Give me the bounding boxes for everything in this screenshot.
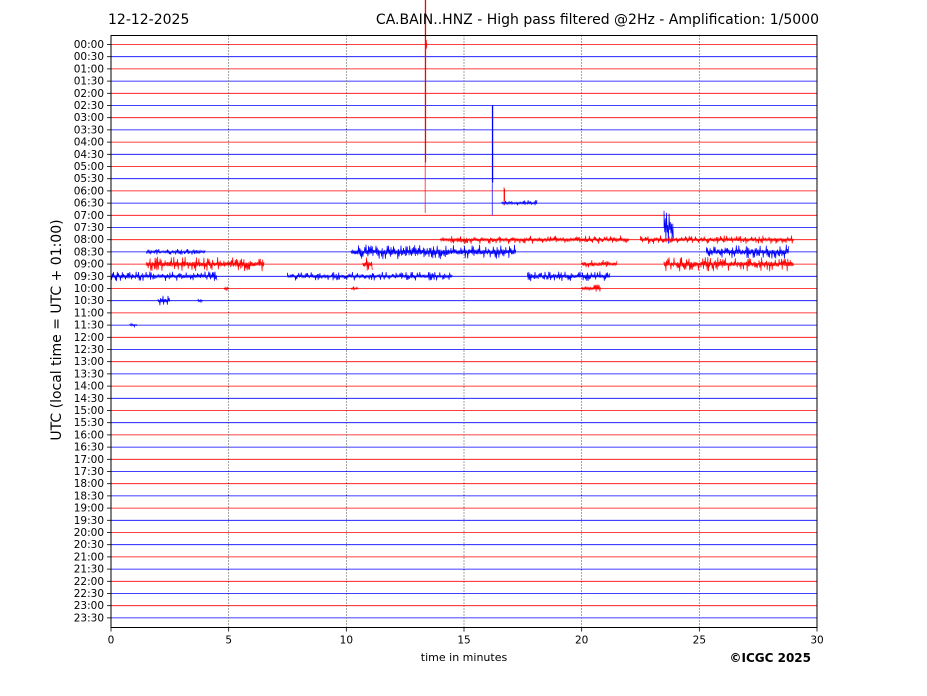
- x-tick-label: 0: [108, 635, 115, 647]
- y-tick-label: 06:00: [74, 185, 104, 197]
- seismic-event-8: [640, 235, 794, 244]
- y-tick-label: 07:00: [74, 210, 104, 222]
- y-tick-label: 06:30: [74, 198, 104, 210]
- y-tick-label: 23:30: [74, 612, 104, 624]
- y-tick-label: 00:30: [74, 51, 104, 63]
- y-tick-label: 12:30: [74, 344, 104, 356]
- seismic-event-22: [157, 295, 171, 306]
- chart-title: CA.BAIN..HNZ - High pass filtered @2Hz -…: [375, 12, 819, 28]
- y-tick-label: 08:30: [74, 246, 104, 258]
- seismic-event-13: [362, 257, 373, 271]
- y-tick-label: 19:30: [74, 515, 104, 527]
- y-tick-label: 09:30: [74, 271, 104, 283]
- y-axis: 00:0000:3001:0001:3002:0002:3003:0003:30…: [74, 39, 111, 624]
- y-tick-label: 02:30: [74, 100, 104, 112]
- y-tick-label: 18:00: [74, 478, 104, 490]
- seismic-event-5: [501, 200, 538, 206]
- x-axis: 0 5 10 15 20 25 30: [108, 627, 824, 647]
- y-tick-label: 21:00: [74, 551, 104, 563]
- seismic-event-19: [581, 284, 601, 292]
- y-tick-label: 14:30: [74, 393, 104, 405]
- y-tick-label: 03:30: [74, 124, 104, 136]
- plot-frame: [110, 35, 818, 628]
- seismic-event-2: [424, 0, 427, 213]
- y-tick-label: 18:30: [74, 490, 104, 502]
- x-tick-label: 10: [340, 635, 353, 647]
- y-tick-label: 14:00: [74, 381, 104, 393]
- y-tick-label: 13:00: [74, 356, 104, 368]
- y-tick-label: 05:00: [74, 161, 104, 173]
- seismic-event-14: [581, 260, 618, 268]
- y-tick-label: 16:30: [74, 442, 104, 454]
- y-tick-label: 20:30: [74, 539, 104, 551]
- y-tick-label: 16:00: [74, 429, 104, 441]
- y-tick-label: 10:30: [74, 295, 104, 307]
- y-tick-label: 00:00: [74, 39, 104, 51]
- seismic-event-23: [197, 298, 204, 304]
- y-tick-label: 17:00: [74, 454, 104, 466]
- seismic-event-21: [350, 286, 359, 291]
- seismic-event-16: [110, 271, 218, 282]
- y-tick-label: 07:30: [74, 222, 104, 234]
- x-axis-label: time in minutes: [420, 651, 508, 664]
- seismic-event-9: [350, 244, 517, 260]
- y-tick-label: 03:00: [74, 112, 104, 124]
- y-tick-label: 04:00: [74, 137, 104, 149]
- seismic-event-17: [287, 271, 453, 281]
- copyright-label: ©ICGC 2025: [729, 651, 811, 665]
- y-tick-label: 05:30: [74, 173, 104, 185]
- y-tick-label: 10:00: [74, 283, 104, 295]
- seismic-event-10: [145, 248, 206, 255]
- x-tick-label: 20: [575, 635, 588, 647]
- y-tick-label: 19:00: [74, 503, 104, 515]
- y-tick-label: 01:30: [74, 76, 104, 88]
- seismic-event-12: [145, 256, 265, 272]
- date-label: 12-12-2025: [108, 12, 190, 28]
- y-tick-label: 21:30: [74, 564, 104, 576]
- y-tick-label: 12:00: [74, 332, 104, 344]
- x-tick-label: 25: [693, 635, 706, 647]
- y-tick-label: 02:00: [74, 88, 104, 100]
- x-tick-label: 5: [225, 635, 232, 647]
- y-tick-label: 01:00: [74, 63, 104, 75]
- y-tick-label: 09:00: [74, 259, 104, 271]
- y-tick-label: 04:30: [74, 149, 104, 161]
- seismic-event-1: [425, 39, 428, 49]
- x-tick-label: 15: [457, 635, 470, 647]
- y-tick-label: 20:00: [74, 527, 104, 539]
- y-tick-label: 17:30: [74, 466, 104, 478]
- y-tick-label: 15:00: [74, 405, 104, 417]
- y-tick-label: 15:30: [74, 417, 104, 429]
- y-tick-label: 11:30: [74, 320, 104, 332]
- y-tick-label: 08:00: [74, 234, 104, 246]
- y-tick-label: 22:00: [74, 576, 104, 588]
- seismic-event-20: [223, 286, 230, 291]
- seismic-event-11: [706, 244, 790, 259]
- y-tick-label: 11:00: [74, 307, 104, 319]
- seismic-event-24: [129, 322, 138, 329]
- seismic-event-3: [491, 105, 494, 216]
- seismic-event-18: [527, 271, 611, 282]
- seismic-event-7: [440, 235, 630, 244]
- y-tick-label: 13:30: [74, 368, 104, 380]
- y-tick-label: 23:00: [74, 600, 104, 612]
- y-axis-label: UTC (local time = UTC + 01:00): [49, 219, 65, 441]
- vertical-gridlines: [228, 35, 700, 628]
- seismic-event-6: [663, 210, 674, 244]
- x-tick-label: 30: [810, 635, 823, 647]
- y-tick-label: 22:30: [74, 588, 104, 600]
- seismic-event-15: [663, 257, 794, 272]
